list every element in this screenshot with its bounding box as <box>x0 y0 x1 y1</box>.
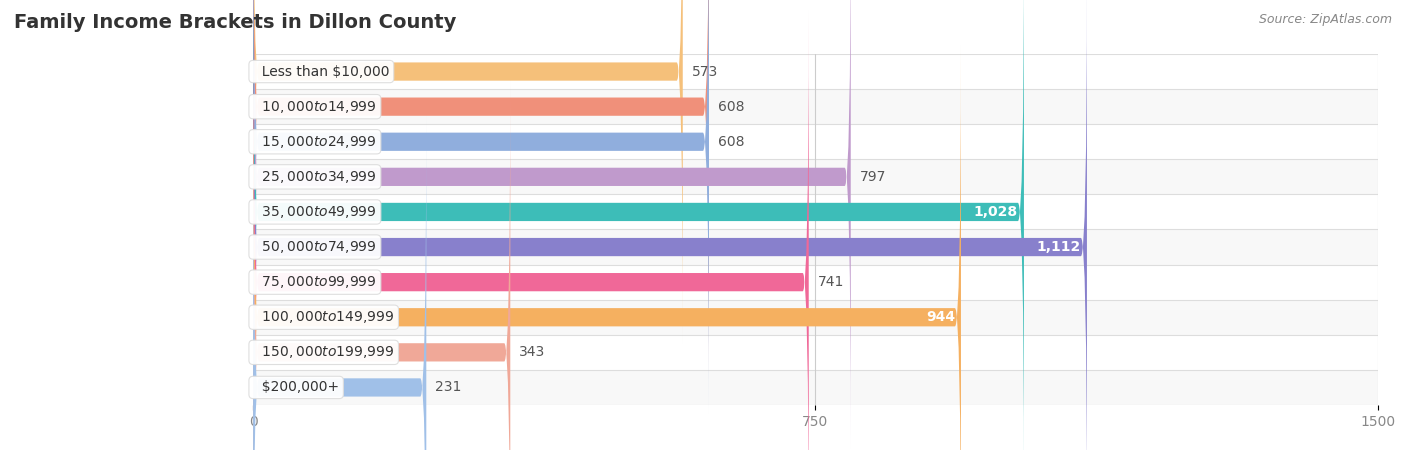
FancyBboxPatch shape <box>0 194 1406 230</box>
FancyBboxPatch shape <box>0 265 1406 300</box>
Text: 573: 573 <box>692 64 718 79</box>
Text: 944: 944 <box>925 310 955 324</box>
FancyBboxPatch shape <box>253 0 709 378</box>
Text: $200,000+: $200,000+ <box>253 380 339 395</box>
Text: $25,000 to $34,999: $25,000 to $34,999 <box>253 169 377 185</box>
Text: Family Income Brackets in Dillon County: Family Income Brackets in Dillon County <box>14 14 457 32</box>
FancyBboxPatch shape <box>0 54 1406 89</box>
FancyBboxPatch shape <box>0 230 1406 265</box>
FancyBboxPatch shape <box>0 124 1406 159</box>
Text: $75,000 to $99,999: $75,000 to $99,999 <box>253 274 377 290</box>
Text: 1,028: 1,028 <box>974 205 1018 219</box>
FancyBboxPatch shape <box>253 10 808 450</box>
Text: $15,000 to $24,999: $15,000 to $24,999 <box>253 134 377 150</box>
Text: 797: 797 <box>859 170 886 184</box>
Text: Less than $10,000: Less than $10,000 <box>253 64 389 79</box>
FancyBboxPatch shape <box>0 300 1406 335</box>
FancyBboxPatch shape <box>0 89 1406 124</box>
Text: 231: 231 <box>436 380 461 395</box>
Text: 608: 608 <box>718 99 745 114</box>
FancyBboxPatch shape <box>253 0 683 343</box>
Text: 741: 741 <box>818 275 844 289</box>
FancyBboxPatch shape <box>0 370 1406 405</box>
Text: $10,000 to $14,999: $10,000 to $14,999 <box>253 99 377 115</box>
Text: Source: ZipAtlas.com: Source: ZipAtlas.com <box>1258 14 1392 27</box>
FancyBboxPatch shape <box>253 0 709 414</box>
FancyBboxPatch shape <box>253 0 851 449</box>
Text: $150,000 to $199,999: $150,000 to $199,999 <box>253 344 394 360</box>
FancyBboxPatch shape <box>253 116 426 450</box>
FancyBboxPatch shape <box>0 159 1406 194</box>
FancyBboxPatch shape <box>253 45 960 450</box>
Text: $35,000 to $49,999: $35,000 to $49,999 <box>253 204 377 220</box>
Text: 1,112: 1,112 <box>1036 240 1081 254</box>
Text: $100,000 to $149,999: $100,000 to $149,999 <box>253 309 394 325</box>
Text: 608: 608 <box>718 135 745 149</box>
FancyBboxPatch shape <box>253 81 510 450</box>
Text: 343: 343 <box>519 345 546 360</box>
FancyBboxPatch shape <box>0 335 1406 370</box>
FancyBboxPatch shape <box>253 0 1087 450</box>
Text: $50,000 to $74,999: $50,000 to $74,999 <box>253 239 377 255</box>
FancyBboxPatch shape <box>253 0 1024 450</box>
